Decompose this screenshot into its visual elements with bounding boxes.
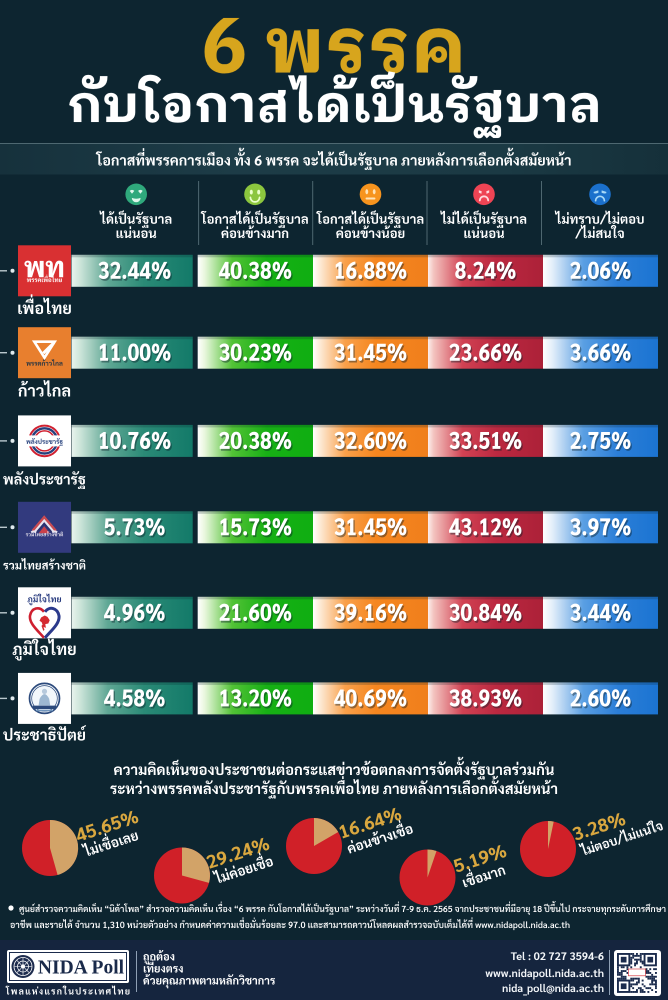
svg-text:NIDA Poll: NIDA Poll: [38, 958, 125, 979]
